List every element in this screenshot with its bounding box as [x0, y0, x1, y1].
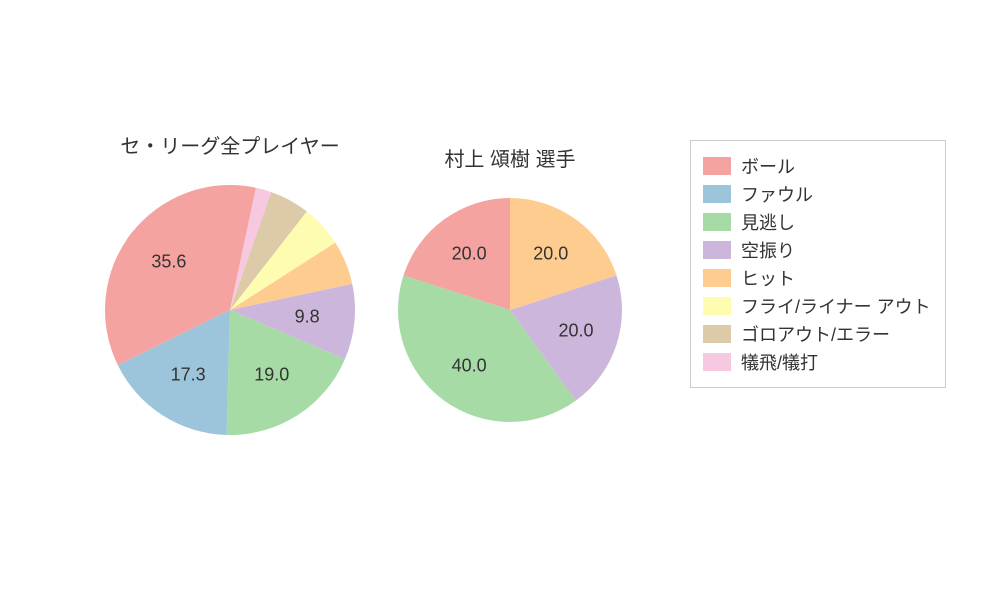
- legend-swatch-ball: [703, 157, 731, 175]
- legend-label-swing: 空振り: [741, 237, 795, 263]
- chart-title-player: 村上 頌樹 選手: [380, 143, 640, 172]
- legend-item-swing: 空振り: [703, 237, 931, 263]
- legend-item-foul: ファウル: [703, 181, 931, 207]
- legend-label-foul: ファウル: [741, 181, 813, 207]
- legend-swatch-flyout: [703, 297, 731, 315]
- legend-swatch-swing: [703, 241, 731, 259]
- slice-label-player-look: 40.0: [452, 356, 487, 377]
- legend-swatch-look: [703, 213, 731, 231]
- legend: ボールファウル見逃し空振りヒットフライ/ライナー アウトゴロアウト/エラー犠飛/…: [690, 140, 946, 388]
- legend-swatch-groundout: [703, 325, 731, 343]
- legend-label-ball: ボール: [741, 153, 795, 179]
- slice-label-league-swing: 9.8: [295, 307, 320, 328]
- slice-label-player-swing: 20.0: [559, 321, 594, 342]
- slice-label-league-foul: 17.3: [171, 365, 206, 386]
- legend-label-flyout: フライ/ライナー アウト: [741, 293, 931, 319]
- slice-label-league-ball: 35.6: [151, 252, 186, 273]
- legend-item-sac: 犠飛/犠打: [703, 349, 931, 375]
- chart-title-league: セ・リーグ全プレイヤー: [100, 130, 360, 159]
- legend-item-groundout: ゴロアウト/エラー: [703, 321, 931, 347]
- legend-item-hit: ヒット: [703, 265, 931, 291]
- chart-container: セ・リーグ全プレイヤー 35.6 17.3 19.0 9.8 村上 頌樹 選手 20.0 40…: [0, 0, 1000, 600]
- legend-swatch-sac: [703, 353, 731, 371]
- slice-label-league-look: 19.0: [254, 365, 289, 386]
- legend-label-look: 見逃し: [741, 209, 795, 235]
- legend-label-sac: 犠飛/犠打: [741, 349, 818, 375]
- legend-label-groundout: ゴロアウト/エラー: [741, 321, 890, 347]
- legend-swatch-foul: [703, 185, 731, 203]
- pie-player: [396, 196, 624, 424]
- slice-label-player-hit: 20.0: [533, 243, 568, 264]
- legend-label-hit: ヒット: [741, 265, 795, 291]
- slice-label-player-ball: 20.0: [452, 243, 487, 264]
- legend-item-ball: ボール: [703, 153, 931, 179]
- legend-item-look: 見逃し: [703, 209, 931, 235]
- legend-swatch-hit: [703, 269, 731, 287]
- legend-item-flyout: フライ/ライナー アウト: [703, 293, 931, 319]
